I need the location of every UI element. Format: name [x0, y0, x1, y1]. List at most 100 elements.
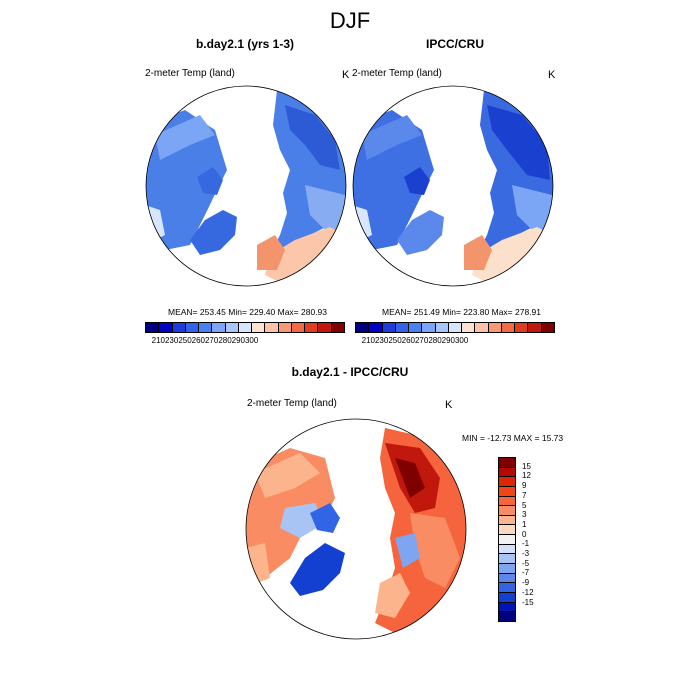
colorbar-tick-label: -3 [522, 549, 530, 559]
right-units-label: K [548, 69, 556, 81]
colorbar-swatch [499, 496, 515, 507]
right-east-europe [512, 185, 553, 235]
colorbar-swatch [499, 554, 515, 565]
colorbar-swatch [499, 467, 515, 478]
left-colorbar [145, 322, 345, 333]
left-alaska [155, 115, 215, 160]
right-stats: MEAN= 251.49 Min= 223.80 Max= 278.91 [382, 307, 542, 317]
colorbar-swatch [395, 323, 410, 332]
diff-stats: MIN = -12.73 MAX = 15.73 [462, 433, 564, 443]
colorbar-swatch [499, 486, 515, 497]
diff-east-europe-cool [395, 533, 420, 568]
colorbar-tick-label: 250 [178, 336, 192, 345]
left-panel-title: b.day2.1 (yrs 1-3) [195, 37, 295, 51]
colorbar-tick-label: 1 [522, 519, 527, 529]
colorbar-swatch [475, 323, 489, 332]
colorbar-swatch [318, 323, 332, 332]
colorbar-swatch [499, 573, 515, 584]
colorbar-swatch [252, 323, 266, 332]
colorbar-swatch [305, 323, 319, 332]
colorbar-tick-label: 210 [151, 336, 165, 345]
colorbar-swatch [435, 323, 449, 332]
colorbar-swatch [499, 612, 515, 621]
diff-polar-map [245, 418, 467, 640]
right-colorbar [355, 322, 555, 333]
colorbar-swatch [499, 564, 515, 574]
colorbar-tick-label: 270 [204, 336, 219, 345]
colorbar-tick-label: 280 [428, 336, 442, 345]
colorbar-swatch [212, 323, 226, 332]
left-greenland [190, 210, 237, 255]
colorbar-tick-label: -1 [522, 539, 530, 549]
colorbar-tick-label: -5 [522, 558, 530, 568]
colorbar-swatch [146, 323, 160, 332]
colorbar-tick-label: 210 [361, 336, 375, 345]
diff-central-asia [410, 513, 460, 588]
colorbar-tick-label: -12 [522, 587, 534, 597]
colorbar-swatch [238, 323, 253, 332]
colorbar-swatch [185, 323, 200, 332]
colorbar-tick-label: -7 [522, 568, 530, 578]
colorbar-swatch [515, 323, 529, 332]
colorbar-swatch [422, 323, 436, 332]
colorbar-tick-label: 250 [388, 336, 402, 345]
colorbar-swatch [159, 323, 173, 332]
left-colorbar-ticks: 210 230 250 260 270 280 290 300 [145, 336, 345, 348]
colorbar-swatch [488, 323, 502, 332]
diff-colorbar-ticks: 15 12 9 7 5 3 1 0 -1 -3 -5 -7 -9 -12 -15 [520, 457, 544, 622]
colorbar-swatch [369, 323, 383, 332]
diff-units-label: K [445, 399, 453, 411]
right-greenland [397, 210, 444, 255]
colorbar-swatch [199, 323, 213, 332]
colorbar-swatch [499, 525, 515, 536]
colorbar-tick-label: 3 [522, 510, 527, 520]
left-archipelago [197, 167, 223, 195]
diff-colorbar [498, 457, 516, 622]
colorbar-tick-label: 270 [414, 336, 429, 345]
right-variable-label: 2-meter Temp (land) [352, 68, 442, 79]
right-colorbar-ticks: 210 230 250 260 270 280 290 300 [355, 336, 555, 348]
colorbar-swatch [541, 323, 554, 332]
right-archipelago [404, 167, 430, 195]
colorbar-tick-label: 5 [522, 500, 527, 510]
colorbar-tick-label: 260 [401, 336, 415, 345]
colorbar-tick-label: 12 [522, 471, 531, 481]
page-title: DJF [329, 8, 371, 33]
diff-alaska [255, 453, 320, 498]
colorbar-tick-label: 290 [441, 336, 455, 345]
colorbar-swatch [499, 535, 515, 545]
colorbar-tick-label: 290 [231, 336, 245, 345]
colorbar-swatch [499, 506, 515, 516]
right-panel-title: IPCC/CRU [425, 37, 484, 51]
colorbar-tick-label: 15 [522, 461, 531, 471]
diff-greenland [290, 543, 345, 596]
diff-scandinavia [375, 573, 410, 618]
right-alaska [362, 115, 422, 160]
diff-siberia-core [395, 458, 425, 498]
colorbar-swatch [499, 592, 515, 603]
right-polar-map [352, 85, 554, 287]
colorbar-swatch [499, 515, 515, 526]
colorbar-tick-label: -15 [522, 597, 534, 607]
colorbar-tick-label: 230 [374, 336, 389, 345]
colorbar-tick-label: 230 [164, 336, 179, 345]
left-polar-map [145, 85, 347, 287]
colorbar-swatch [265, 323, 279, 332]
left-units-label: K [342, 69, 350, 81]
right-siberia-dark [487, 105, 550, 180]
colorbar-swatch [225, 323, 239, 332]
left-scandinavia [257, 235, 285, 270]
diff-archipelago [310, 503, 340, 533]
colorbar-tick-label: 280 [218, 336, 232, 345]
colorbar-swatch [172, 323, 186, 332]
left-stats: MEAN= 253.45 Min= 229.40 Max= 280.93 [168, 307, 328, 317]
colorbar-tick-label: 7 [522, 490, 527, 500]
colorbar-tick-label: 9 [522, 481, 527, 491]
colorbar-swatch [331, 323, 344, 332]
colorbar-tick-label: 300 [454, 336, 469, 345]
colorbar-swatch [499, 583, 515, 593]
diff-panel-title: b.day2.1 - IPCC/CRU [291, 365, 409, 379]
colorbar-swatch [501, 323, 516, 332]
right-scandinavia [464, 235, 492, 270]
colorbar-swatch [499, 544, 515, 555]
